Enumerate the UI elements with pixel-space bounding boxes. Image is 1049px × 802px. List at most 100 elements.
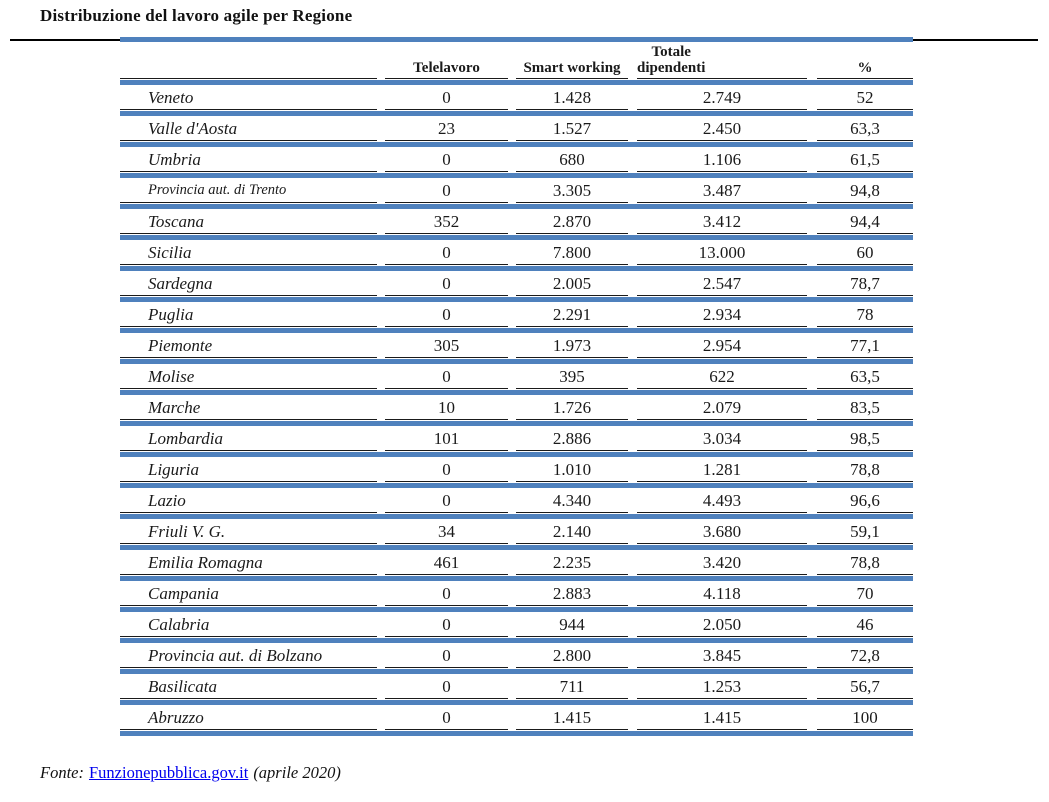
smart-working-cell: 4.340 xyxy=(516,488,628,513)
totale-dipendenti-cell: 13.000 xyxy=(637,240,807,265)
telelavoro-cell: 461 xyxy=(385,550,508,575)
table-row: Umbria 0 680 1.106 61,5 xyxy=(120,147,913,172)
region-cell: Molise xyxy=(120,364,377,389)
smart-working-cell: 1.010 xyxy=(516,457,628,482)
table-row: Sicilia 0 7.800 13.000 60 xyxy=(120,240,913,265)
region-cell: Sardegna xyxy=(120,271,377,296)
smart-working-cell: 2.140 xyxy=(516,519,628,544)
row-separator xyxy=(120,328,913,333)
table-row: Veneto 0 1.428 2.749 52 xyxy=(120,85,913,110)
totale-dipendenti-cell: 1.415 xyxy=(637,705,807,730)
smart-working-cell: 3.305 xyxy=(516,178,628,203)
table-top-border xyxy=(120,37,913,42)
percent-cell: 60 xyxy=(817,240,913,265)
row-separator xyxy=(120,514,913,519)
header-telelavoro: Telelavoro xyxy=(385,60,508,79)
table-row: Provincia aut. di Trento 0 3.305 3.487 9… xyxy=(120,178,913,203)
table-row: Puglia 0 2.291 2.934 78 xyxy=(120,302,913,327)
smart-working-cell: 2.870 xyxy=(516,209,628,234)
totale-dipendenti-cell: 2.079 xyxy=(637,395,807,420)
region-cell: Puglia xyxy=(120,302,377,327)
row-separator xyxy=(120,204,913,209)
telelavoro-cell: 0 xyxy=(385,643,508,668)
region-cell: Basilicata xyxy=(120,674,377,699)
percent-cell: 78 xyxy=(817,302,913,327)
totale-dipendenti-cell: 4.118 xyxy=(637,581,807,606)
smart-working-cell: 1.527 xyxy=(516,116,628,141)
telelavoro-cell: 0 xyxy=(385,705,508,730)
region-cell: Piemonte xyxy=(120,333,377,358)
totale-dipendenti-cell: 622 xyxy=(637,364,807,389)
telelavoro-cell: 10 xyxy=(385,395,508,420)
percent-cell: 94,8 xyxy=(817,178,913,203)
row-separator xyxy=(120,545,913,550)
totale-dipendenti-cell: 3.420 xyxy=(637,550,807,575)
header-smart-working: Smart working xyxy=(516,60,628,79)
telelavoro-cell: 0 xyxy=(385,85,508,110)
row-separator xyxy=(120,607,913,612)
row-separator xyxy=(120,297,913,302)
totale-dipendenti-cell: 3.845 xyxy=(637,643,807,668)
percent-cell: 70 xyxy=(817,581,913,606)
telelavoro-cell: 23 xyxy=(385,116,508,141)
smart-working-cell: 1.726 xyxy=(516,395,628,420)
row-separator xyxy=(120,576,913,581)
table-row: Lombardia 101 2.886 3.034 98,5 xyxy=(120,426,913,451)
table-row: Abruzzo 0 1.415 1.415 100 xyxy=(120,705,913,730)
smart-working-cell: 7.800 xyxy=(516,240,628,265)
row-separator xyxy=(120,483,913,488)
table-row: Molise 0 395 622 63,5 xyxy=(120,364,913,389)
source-note: Fonte: Funzionepubblica.gov.it (aprile 202… xyxy=(40,763,341,783)
row-separator xyxy=(120,669,913,674)
header-totale-dipendenti: Totale dipendenti xyxy=(637,44,807,79)
smart-working-cell: 1.428 xyxy=(516,85,628,110)
telelavoro-cell: 0 xyxy=(385,581,508,606)
table-row: Marche 10 1.726 2.079 83,5 xyxy=(120,395,913,420)
table-row: Lazio 0 4.340 4.493 96,6 xyxy=(120,488,913,513)
row-separator xyxy=(120,173,913,178)
totale-dipendenti-cell: 1.253 xyxy=(637,674,807,699)
source-link[interactable]: Funzionepubblica.gov.it xyxy=(88,763,249,782)
totale-dipendenti-cell: 2.954 xyxy=(637,333,807,358)
region-cell: Provincia aut. di Trento xyxy=(120,178,377,203)
telelavoro-cell: 0 xyxy=(385,271,508,296)
totale-dipendenti-cell: 2.749 xyxy=(637,85,807,110)
table-row: Basilicata 0 711 1.253 56,7 xyxy=(120,674,913,699)
source-label: Fonte: xyxy=(40,763,84,782)
row-separator xyxy=(120,111,913,116)
table-row: Liguria 0 1.010 1.281 78,8 xyxy=(120,457,913,482)
telelavoro-cell: 352 xyxy=(385,209,508,234)
region-cell: Liguria xyxy=(120,457,377,482)
telelavoro-cell: 0 xyxy=(385,147,508,172)
region-cell: Marche xyxy=(120,395,377,420)
region-cell: Friuli V. G. xyxy=(120,519,377,544)
telelavoro-cell: 101 xyxy=(385,426,508,451)
percent-cell: 78,8 xyxy=(817,457,913,482)
percent-cell: 56,7 xyxy=(817,674,913,699)
regions-table: Telelavoro Smart working Totale dipenden… xyxy=(120,37,913,736)
percent-cell: 83,5 xyxy=(817,395,913,420)
percent-cell: 63,5 xyxy=(817,364,913,389)
table-row: Toscana 352 2.870 3.412 94,4 xyxy=(120,209,913,234)
totale-dipendenti-cell: 1.281 xyxy=(637,457,807,482)
totale-dipendenti-cell: 1.106 xyxy=(637,147,807,172)
smart-working-cell: 680 xyxy=(516,147,628,172)
row-separator xyxy=(120,731,913,736)
percent-cell: 96,6 xyxy=(817,488,913,513)
telelavoro-cell: 0 xyxy=(385,302,508,327)
telelavoro-cell: 34 xyxy=(385,519,508,544)
totale-dipendenti-cell: 2.450 xyxy=(637,116,807,141)
totale-dipendenti-cell: 3.412 xyxy=(637,209,807,234)
table-row: Provincia aut. di Bolzano 0 2.800 3.845 … xyxy=(120,643,913,668)
percent-cell: 78,8 xyxy=(817,550,913,575)
totale-dipendenti-cell: 3.487 xyxy=(637,178,807,203)
table-row: Sardegna 0 2.005 2.547 78,7 xyxy=(120,271,913,296)
row-separator xyxy=(120,638,913,643)
telelavoro-cell: 0 xyxy=(385,488,508,513)
percent-cell: 61,5 xyxy=(817,147,913,172)
smart-working-cell: 395 xyxy=(516,364,628,389)
source-date: (aprile 2020) xyxy=(253,763,341,782)
percent-cell: 52 xyxy=(817,85,913,110)
totale-dipendenti-cell: 2.934 xyxy=(637,302,807,327)
